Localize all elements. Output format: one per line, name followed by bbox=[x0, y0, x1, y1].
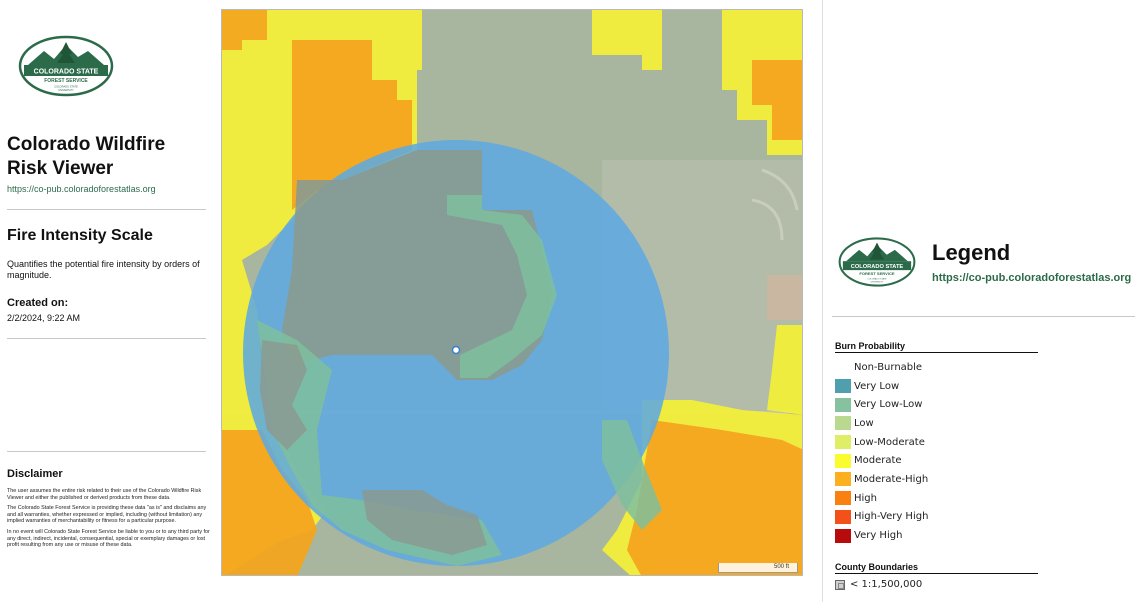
legend-item: Moderate-High bbox=[835, 470, 928, 489]
legend-item: Low bbox=[835, 414, 928, 433]
divider bbox=[7, 209, 206, 210]
logo-line3: COLORADO STATE bbox=[867, 277, 887, 280]
legend-label: Very High bbox=[854, 530, 903, 542]
legend-item: Non-Burnable bbox=[835, 358, 928, 377]
legend-swatch bbox=[835, 360, 851, 374]
building-patch bbox=[767, 275, 802, 320]
burn-probability-list: Non-Burnable Very Low Very Low-Low Low L… bbox=[835, 358, 928, 545]
logo-line1: COLORADO STATE bbox=[851, 264, 904, 270]
legend-swatch bbox=[835, 509, 851, 524]
legend-item: Very Low-Low bbox=[835, 395, 928, 414]
divider bbox=[7, 451, 206, 452]
legend-swatch bbox=[835, 416, 851, 431]
logo-line4: UNIVERSITY bbox=[871, 281, 884, 283]
layer-description: Quantifies the potential fire intensity … bbox=[7, 259, 200, 280]
divider bbox=[832, 316, 1135, 317]
divider bbox=[7, 338, 206, 339]
legend-label: Moderate bbox=[854, 455, 902, 467]
legend-item: High-Very High bbox=[835, 508, 928, 527]
legend-swatch bbox=[835, 453, 851, 468]
layer-title: Fire Intensity Scale bbox=[7, 227, 153, 244]
legend-label: Moderate-High bbox=[854, 473, 929, 485]
legend-item: High bbox=[835, 489, 928, 508]
road-line bbox=[751, 168, 799, 241]
panel-divider bbox=[822, 0, 823, 602]
county-boundary-swatch bbox=[835, 579, 845, 590]
inner-risk-overlay bbox=[257, 150, 662, 566]
legend-label: High bbox=[854, 492, 877, 504]
legend-item: Very Low bbox=[835, 377, 928, 396]
legend-title: Legend bbox=[932, 240, 1011, 265]
logo-line2: FOREST SERVICE bbox=[859, 271, 895, 276]
legend-swatch bbox=[835, 397, 851, 412]
map-view[interactable]: 500 ft bbox=[221, 9, 803, 576]
legend-label: High-Very High bbox=[854, 511, 929, 523]
map-canvas[interactable] bbox=[222, 10, 803, 576]
logo-line1: COLORADO STATE bbox=[34, 69, 99, 76]
legend-label: Very Low-Low bbox=[854, 399, 923, 411]
legend-label: Low-Moderate bbox=[854, 436, 925, 448]
disclaimer-paragraph: The Colorado State Forest Service is pro… bbox=[7, 505, 207, 525]
legend-item: Moderate bbox=[835, 451, 928, 470]
legend-item: Low-Moderate bbox=[835, 433, 928, 452]
legend-swatch bbox=[835, 528, 851, 543]
county-boundaries-item: < 1:1,500,000 bbox=[835, 579, 922, 590]
info-panel: COLORADO STATE FOREST SERVICE COLORADO S… bbox=[0, 0, 215, 602]
disclaimer-title: Disclaimer bbox=[7, 468, 63, 480]
logo-line4: UNIVERSITY bbox=[58, 88, 74, 92]
county-boundaries-title: County Boundaries bbox=[835, 562, 1038, 574]
app-title: Colorado Wildfire Risk Viewer bbox=[7, 134, 166, 179]
legend-label: Non-Burnable bbox=[854, 361, 923, 373]
legend-label: < 1:1,500,000 bbox=[850, 579, 923, 590]
created-value: 2/2/2024, 9:22 AM bbox=[7, 313, 81, 323]
location-marker[interactable] bbox=[451, 345, 461, 355]
logo-line3: COLORADO STATE bbox=[54, 85, 78, 89]
burn-probability-title: Burn Probability bbox=[835, 341, 1038, 353]
logo-line2: FOREST SERVICE bbox=[44, 78, 88, 84]
legend-label: Very Low bbox=[854, 380, 900, 392]
legend-swatch bbox=[835, 491, 851, 506]
app-url[interactable]: https://co-pub.coloradoforestatlas.org bbox=[7, 184, 156, 194]
disclaimer-body: The user assumes the entire risk related… bbox=[7, 488, 210, 553]
legend-swatch bbox=[835, 379, 851, 394]
disclaimer-paragraph: The user assumes the entire risk related… bbox=[7, 488, 202, 501]
legend-label: Low bbox=[854, 417, 874, 429]
legend-swatch bbox=[835, 472, 851, 487]
created-label: Created on: bbox=[7, 297, 69, 309]
legend-url[interactable]: https://co-pub.coloradoforestatlas.org bbox=[932, 272, 1132, 284]
scale-bar: 500 ft bbox=[718, 563, 798, 573]
legend-swatch bbox=[835, 435, 851, 450]
csfs-logo: COLORADO STATE FOREST SERVICE COLORADO S… bbox=[18, 35, 114, 97]
disclaimer-paragraph: In no event will Colorado State Forest S… bbox=[7, 528, 210, 549]
legend-panel: COLORADO STATE FOREST SERVICE COLORADO S… bbox=[822, 0, 1135, 602]
csfs-logo: COLORADO STATE FOREST SERVICE COLORADO S… bbox=[838, 237, 916, 287]
legend-item: Very High bbox=[835, 526, 928, 545]
